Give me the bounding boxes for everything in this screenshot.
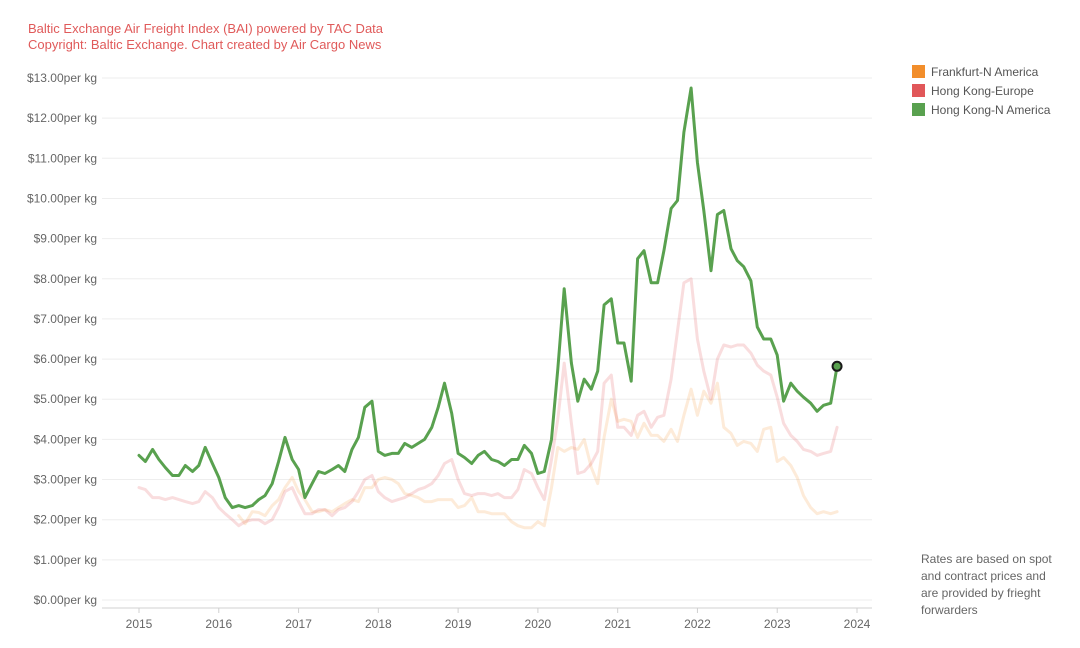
legend-swatch: [912, 103, 925, 116]
legend-label: Hong Kong-Europe: [931, 83, 1034, 98]
y-tick-label: $6.00per kg: [34, 352, 97, 366]
legend-item[interactable]: Hong Kong-Europe: [912, 81, 1050, 100]
y-tick-label: $5.00per kg: [34, 392, 97, 406]
axes: $0.00per kg $1.00per kg $2.00per kg $3.00pe…: [27, 71, 872, 631]
y-tick-label: $12.00per kg: [27, 111, 97, 125]
legend-item[interactable]: Hong Kong-N America: [912, 100, 1050, 119]
x-tick-label: 2018: [365, 617, 392, 631]
legend-label: Hong Kong-N America: [931, 102, 1051, 117]
x-tick-label: 2021: [604, 617, 631, 631]
y-tick-label: $3.00per kg: [34, 473, 97, 487]
series-lines: [137, 86, 839, 530]
y-tick-label: $4.00per kg: [34, 432, 97, 446]
series-line-frankfurt-n-america[interactable]: [237, 381, 839, 530]
y-tick-label: $8.00per kg: [34, 272, 97, 286]
legend-label: Frankfurt-N America: [931, 64, 1039, 79]
x-tick-label: 2019: [445, 617, 472, 631]
source-line: Baltic Exchange Air Freight Index (BAI) …: [28, 21, 384, 36]
x-tick-label: 2023: [764, 617, 791, 631]
copyright-line: Copyright: Baltic Exchange. Chart create…: [28, 37, 382, 52]
legend-swatch: [912, 65, 925, 78]
x-tick-label: 2022: [684, 617, 711, 631]
y-tick-label: $11.00per kg: [28, 151, 97, 165]
y-tick-label: $2.00per kg: [34, 513, 97, 527]
gridlines: [102, 77, 872, 601]
footnote: Rates are based on spot and contract pri…: [921, 552, 1052, 617]
chart-header: Baltic Exchange Air Freight Index (BAI) …: [28, 21, 383, 53]
series-line-hong-kong-europe[interactable]: [137, 277, 839, 528]
x-tick-label: 2015: [126, 617, 153, 631]
highlight-layer: [831, 360, 843, 372]
legend-swatch: [912, 84, 925, 97]
x-tick-label: 2017: [285, 617, 312, 631]
x-tick-label: 2020: [525, 617, 552, 631]
legend-item[interactable]: Frankfurt-N America: [912, 62, 1050, 81]
x-tick-label: 2016: [205, 617, 232, 631]
legend: Frankfurt-N America Hong Kong-Europe Hong …: [912, 62, 1050, 119]
y-tick-label: $9.00per kg: [34, 232, 97, 246]
y-tick-label: $13.00per kg: [27, 71, 97, 85]
y-tick-label: $0.00per kg: [34, 593, 97, 607]
y-tick-label: $7.00per kg: [34, 312, 97, 326]
highlighted-point[interactable]: [831, 360, 843, 372]
y-tick-label: $1.00per kg: [34, 553, 97, 567]
y-tick-label: $10.00per kg: [27, 191, 97, 205]
x-tick-label: 2024: [844, 617, 871, 631]
series-line-hong-kong-n-america[interactable]: [137, 86, 839, 510]
